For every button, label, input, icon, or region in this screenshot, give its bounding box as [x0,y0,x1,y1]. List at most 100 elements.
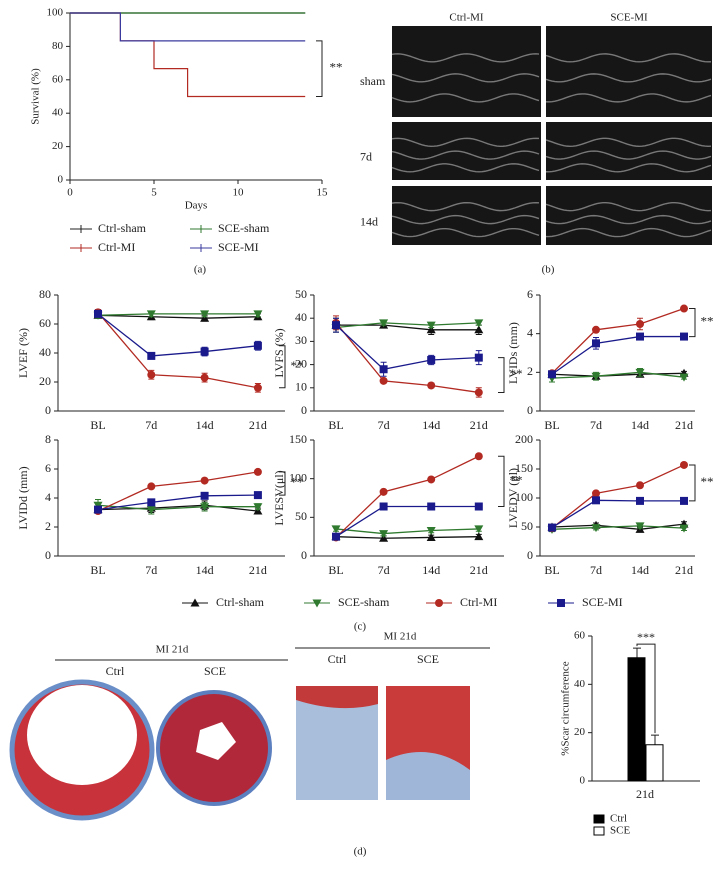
significance-bracket [279,471,286,496]
marker [591,524,601,533]
echo-wave [391,227,540,238]
marker [427,502,436,511]
annotation: ** [330,60,343,75]
echo-column-label: SCE-MI [610,12,648,24]
y-tick-label: 20 [295,356,307,370]
x-tick-label: 14d [196,418,214,432]
marker [332,321,340,330]
echo-wave [545,201,712,212]
series-line [551,499,684,529]
echo-image [392,26,541,117]
series-line [551,525,685,530]
marker [426,532,436,541]
panel-label: (c) [354,621,367,633]
y-tick-label: 100 [47,7,64,19]
x-tick-label: BL [544,563,559,577]
muscle [296,686,378,709]
y-tick-label: 0 [527,548,533,562]
x-tick-label: 15 [317,187,329,199]
echo-row-label: 7d [360,150,372,164]
marker [548,370,556,379]
legend-label: SCE-sham [218,221,270,235]
x-tick-label: 21d [470,418,488,432]
series-line [551,464,685,529]
survival-line [70,12,306,98]
marker [379,502,388,511]
marker [379,365,388,374]
marker [427,381,436,390]
legend-swatch [593,826,605,836]
marker [680,304,688,313]
marker [379,376,388,385]
marker [474,532,484,541]
x-tick-label: 5 [151,187,157,199]
marker [474,525,484,534]
marker [190,598,200,607]
y-tick-label: 20 [39,374,51,388]
y-tick-label: 8 [45,432,51,446]
marker [679,524,689,533]
x-tick-label: 7d [590,418,602,432]
marker [200,503,210,512]
y-tick-label: 40 [52,107,64,119]
echo-wave [391,53,540,63]
error-bar [633,647,641,658]
annotation: ** [291,474,304,489]
y-tick-label: 80 [52,40,64,52]
marker [312,599,322,608]
x-tick-label: 14d [196,563,214,577]
series-line [335,536,479,539]
series-line [97,504,258,512]
axis [539,440,695,557]
x-tick-label: 14d [631,563,649,577]
y-tick-label: 60 [574,630,586,642]
marker [147,351,156,360]
significance-bracket [498,455,505,508]
marker [253,491,262,500]
echo-wave [391,137,540,147]
histology-label: SCE [204,664,226,678]
y-tick-label: 0 [301,403,307,417]
series-line [551,372,685,377]
marker [474,353,483,362]
series-line [551,307,685,374]
series-line [335,322,479,329]
marker [474,325,484,334]
marker [379,530,389,539]
significance-bracket [279,345,286,389]
y-tick-label: 4 [45,490,51,504]
echo-wave [545,93,712,103]
fibrosis [386,752,470,800]
bar [627,657,646,782]
annotation: ** [701,314,714,329]
y-tick-label: 60 [52,73,64,85]
x-tick-label: 21d [675,418,693,432]
marker [253,341,262,350]
marker [474,452,483,461]
marker [200,491,209,500]
x-tick-label: 7d [378,563,390,577]
axis [57,440,285,557]
panel-label: (b) [542,264,555,276]
marker [592,339,600,348]
echo-row-label: 14d [360,214,378,228]
y-tick-label: 100 [515,490,533,504]
y-tick-label: 20 [52,140,64,152]
marker [253,467,262,476]
marker [253,310,263,319]
marker [635,522,645,531]
marker [548,523,556,532]
y-axis-label: LVIDs (mm) [506,322,520,384]
significance-bracket [689,308,696,338]
marker [636,332,644,341]
series-line [335,528,479,535]
series-line [335,324,479,370]
y-tick-label: 0 [527,403,533,417]
echo-wave [391,163,540,173]
y-tick-label: 150 [289,432,307,446]
marker [679,373,689,382]
echo-wave [545,150,712,160]
x-tick-label: 14d [422,418,440,432]
marker [94,505,102,514]
significance-bracket [636,643,656,734]
